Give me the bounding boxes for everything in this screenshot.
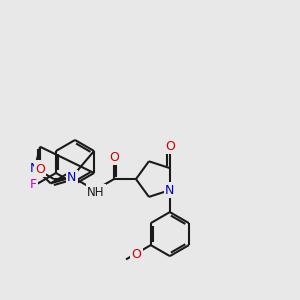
Text: O: O xyxy=(109,151,119,164)
Text: N: N xyxy=(30,162,40,175)
Text: NH: NH xyxy=(87,186,105,199)
Text: O: O xyxy=(165,140,175,153)
Text: N: N xyxy=(165,184,175,196)
Text: F: F xyxy=(29,178,37,190)
Text: O: O xyxy=(131,248,141,261)
Text: O: O xyxy=(35,163,45,176)
Text: N: N xyxy=(67,171,76,184)
